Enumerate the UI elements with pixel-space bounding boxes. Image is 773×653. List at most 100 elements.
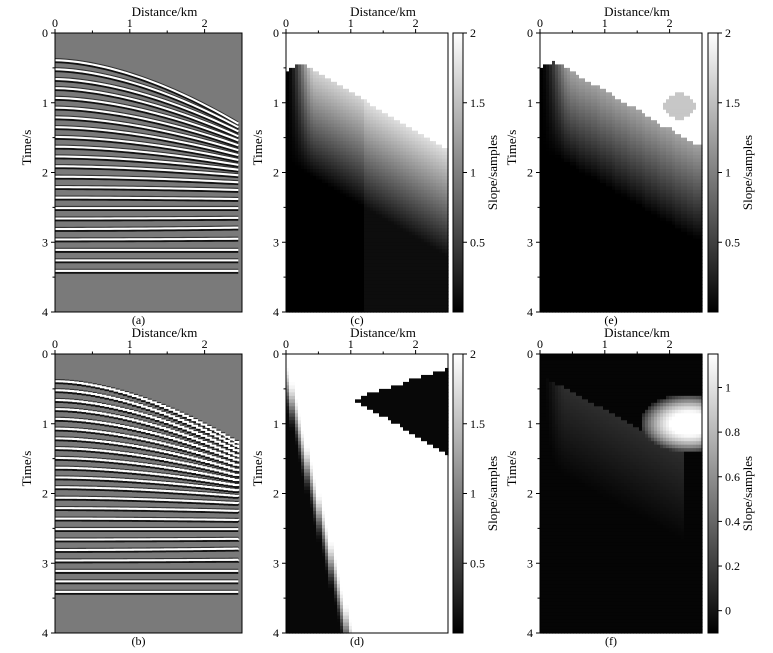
event-peak <box>55 507 240 512</box>
event-peak <box>55 517 240 521</box>
event-peak <box>54 96 239 142</box>
colorbar-tick-label: 1.5 <box>725 96 740 110</box>
y-tick-label: 2 <box>42 487 48 501</box>
y-axis-label: Time/s <box>504 451 519 487</box>
colorbar-tick-label: 1.5 <box>470 96 485 110</box>
y-tick-label: 3 <box>42 235 48 249</box>
panel-e: 0 1 2Distance/km01234Time/s(e)0.511.52Slop… <box>504 4 755 327</box>
x-axis-label: Distance/km <box>350 4 416 19</box>
event-peak <box>54 175 239 184</box>
y-tick-label: 0 <box>527 26 533 40</box>
event-trough <box>55 382 240 447</box>
x-tick-label: 0 <box>537 16 543 30</box>
event-peak <box>54 78 239 133</box>
event-peak <box>55 427 240 467</box>
y-tick-label: 0 <box>42 26 48 40</box>
event-trough <box>55 509 240 514</box>
y-tick-label: 0 <box>527 347 533 361</box>
y-axis-label: Time/s <box>504 130 519 166</box>
event-trough <box>55 239 239 243</box>
colorbar: 0.5 1 1.5 2 Slope/samples <box>452 347 500 634</box>
x-axis-label: Distance/km <box>132 325 198 340</box>
event-trough <box>54 157 239 173</box>
colorbar-gradient <box>452 353 464 634</box>
x-tick-label: 1 <box>602 16 608 30</box>
y-axis-label: Time/s <box>250 451 265 487</box>
y-axis-label: Time/s <box>19 451 34 487</box>
y-tick-label: 3 <box>527 235 533 249</box>
y-tick-label: 4 <box>42 626 48 640</box>
x-tick-label: 2 <box>667 16 673 30</box>
event-peak <box>55 417 240 462</box>
event-peak <box>55 476 240 492</box>
colorbar-tick-label: 0.2 <box>725 559 740 573</box>
colorbar-label: Slope/samples <box>485 135 500 210</box>
event-trough <box>55 468 240 488</box>
colorbar-tick-label: 2 <box>725 26 731 40</box>
y-tick-label: 2 <box>527 487 533 501</box>
panel-caption: (b) <box>132 634 146 648</box>
event-peak <box>54 165 239 177</box>
panel-f-image <box>540 354 703 634</box>
panel-c-image <box>286 33 449 313</box>
x-tick-label: 1 <box>348 337 354 351</box>
colorbar-tick-label: 0.6 <box>725 470 740 484</box>
event-trough <box>55 391 240 451</box>
y-tick-label: 1 <box>273 417 279 431</box>
colorbar-tick-label: 2 <box>470 26 476 40</box>
event-trough <box>54 108 239 149</box>
colorbar-tick-label: 1 <box>725 166 731 180</box>
panel-b-image <box>55 354 242 633</box>
event-peak <box>54 126 239 157</box>
y-tick-label: 1 <box>42 96 48 110</box>
panel-b: 0 1 2 Distance/km 0 1 2 3 4 Time/s (b) <box>19 325 243 648</box>
colorbar: 0.5 1 1.5 2 Slope/samples <box>452 26 500 313</box>
colorbar-tick-label: 1 <box>470 166 476 180</box>
event-trough <box>55 498 240 506</box>
event-trough <box>55 419 240 464</box>
y-tick-label: 4 <box>527 626 533 640</box>
event-peak <box>55 537 240 541</box>
colorbar-tick-label: 0 <box>725 604 731 618</box>
event-peak <box>55 380 240 445</box>
y-tick-label: 1 <box>527 96 533 110</box>
event-trough <box>55 439 240 474</box>
event-peak <box>55 437 240 472</box>
event-peak <box>55 216 239 220</box>
event-trough <box>55 218 239 222</box>
x-tick-label: 0 <box>52 16 58 30</box>
y-tick-label: 2 <box>42 166 48 180</box>
y-tick-label: 4 <box>42 305 48 319</box>
event-trough <box>55 549 240 553</box>
panel-f: 0 1 2Distance/km01234Time/s(f)00.20.40.60.… <box>504 325 755 648</box>
x-tick-label: 1 <box>127 337 133 351</box>
colorbar-tick-label: 2 <box>470 347 476 361</box>
event-trough <box>54 147 239 168</box>
event-trough <box>55 459 240 483</box>
colorbar-label: Slope/samples <box>485 456 500 531</box>
event-trough <box>55 560 240 564</box>
colorbar-tick-label: 0.5 <box>725 235 740 249</box>
panel-caption: (d) <box>350 634 364 648</box>
x-tick-label: 0 <box>283 337 289 351</box>
event-peak <box>54 59 239 125</box>
panel-a-image <box>54 33 242 312</box>
y-tick-label: 1 <box>527 417 533 431</box>
x-tick-label: 1 <box>602 337 608 351</box>
colorbar: 0 0.2 0.4 0.6 0.8 1 Slope/samples <box>707 353 755 634</box>
event-trough <box>54 167 239 179</box>
x-tick-label: 2 <box>413 337 419 351</box>
panel-caption: (a) <box>132 313 145 327</box>
y-tick-label: 0 <box>42 347 48 361</box>
x-tick-label: 1 <box>127 16 133 30</box>
x-tick-label: 0 <box>52 337 58 351</box>
event-peak <box>54 106 239 147</box>
y-tick-label: 3 <box>273 556 279 570</box>
x-tick-label: 0 <box>283 16 289 30</box>
event-trough <box>54 228 239 232</box>
event-trough <box>55 478 240 494</box>
panel-caption: (e) <box>604 313 617 327</box>
y-tick-label: 1 <box>42 417 48 431</box>
event-peak <box>54 155 239 171</box>
colorbar-tick-label: 1.5 <box>470 417 485 431</box>
